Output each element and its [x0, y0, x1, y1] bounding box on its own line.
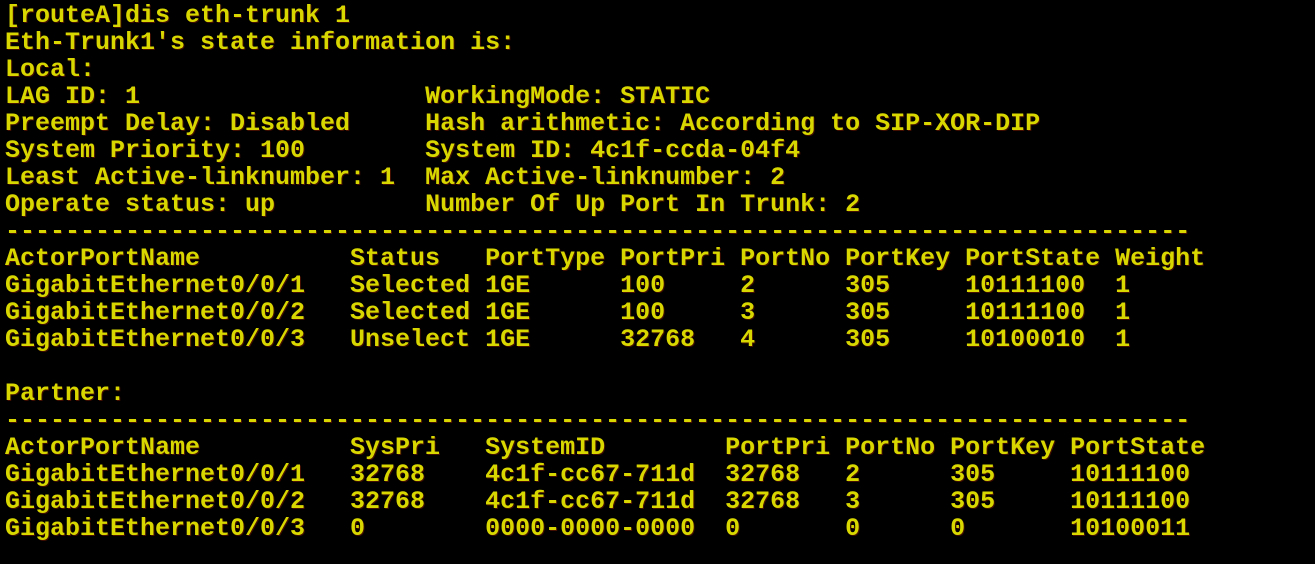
table-row: GigabitEthernet0/0/1 32768 4c1f-cc67-711d 3… — [5, 461, 1315, 488]
cell-portpri: 32768 — [620, 325, 696, 354]
col-header-portno: PortNo — [845, 433, 936, 462]
cell-portkey: 0 — [950, 514, 966, 543]
partner-table-header-row: ActorPortName SysPri SystemID PortPri PortNo… — [5, 434, 1315, 461]
col-header-portpri: PortPri — [620, 244, 726, 273]
cell-portkey: 305 — [845, 298, 891, 327]
table-row: GigabitEthernet0/0/3 0 0000-0000-0000 0 0 0 10… — [5, 515, 1315, 542]
field-least-active-linknumber: Least Active-linknumber: 1 — [5, 163, 396, 192]
cell-portno: 0 — [845, 514, 861, 543]
cell-weight: 1 — [1115, 271, 1131, 300]
command-line: [routeA]dis eth-trunk 1 — [5, 1, 351, 30]
col-header-portkey: PortKey — [950, 433, 1056, 462]
state-info-line: Eth-Trunk1's state information is: — [5, 28, 516, 57]
cell-port-name: GigabitEthernet0/0/2 — [5, 487, 306, 516]
local-table-header-row: ActorPortName Status PortType PortPri PortNo… — [5, 245, 1315, 272]
cell-portpri: 100 — [620, 298, 666, 327]
cell-portpri: 32768 — [725, 487, 801, 516]
local-field-line: Preempt Delay: Disabled Hash arithmetic: … — [5, 110, 1315, 137]
cell-syspri: 32768 — [350, 460, 426, 489]
separator-line: ----------------------------------------… — [5, 217, 1191, 246]
separator-line: ----------------------------------------… — [5, 406, 1191, 435]
cell-portpri: 100 — [620, 271, 666, 300]
cell-portno: 2 — [740, 271, 756, 300]
cell-port-name: GigabitEthernet0/0/2 — [5, 298, 306, 327]
cell-syspri: 32768 — [350, 487, 426, 516]
col-header-actorportname: ActorPortName — [5, 244, 201, 273]
cell-portstate: 10111100 — [965, 298, 1086, 327]
col-header-portstate: PortState — [1070, 433, 1206, 462]
cell-port-name: GigabitEthernet0/0/3 — [5, 514, 306, 543]
col-header-systemid: SystemID — [485, 433, 606, 462]
field-system-priority: System Priority: 100 — [5, 136, 306, 165]
cell-porttype: 1GE — [485, 271, 531, 300]
cell-portno: 3 — [740, 298, 756, 327]
field-hash-arithmetic: Hash arithmetic: According to SIP-XOR-DI… — [425, 109, 1041, 138]
cell-weight: 1 — [1115, 325, 1131, 354]
field-operate-status: Operate status: up — [5, 190, 276, 219]
cell-status: Unselect — [350, 325, 471, 354]
local-field-line: LAG ID: 1 WorkingMode: STATIC — [5, 83, 1315, 110]
col-header-portpri: PortPri — [725, 433, 831, 462]
blank-line — [5, 353, 1315, 380]
col-header-status: Status — [350, 244, 441, 273]
cell-port-name: GigabitEthernet0/0/1 — [5, 271, 306, 300]
local-section-label: Local: — [5, 55, 96, 84]
cell-portstate: 10100011 — [1070, 514, 1191, 543]
col-header-weight: Weight — [1115, 244, 1206, 273]
cell-portno: 4 — [740, 325, 756, 354]
table-row: GigabitEthernet0/0/2 Selected 1GE 100 3 305 10… — [5, 299, 1315, 326]
cell-port-name: GigabitEthernet0/0/1 — [5, 460, 306, 489]
cell-status: Selected — [350, 298, 471, 327]
cell-portstate: 10111100 — [1070, 487, 1191, 516]
local-field-line: Operate status: up Number Of Up Port In T… — [5, 191, 1315, 218]
col-header-portno: PortNo — [740, 244, 831, 273]
table-row: GigabitEthernet0/0/3 Unselect 1GE 32768 4 305… — [5, 326, 1315, 353]
partner-section-label: Partner: — [5, 379, 126, 408]
cell-systemid: 0000-0000-0000 — [485, 514, 696, 543]
local-field-line: Least Active-linknumber: 1 Max Active-lin… — [5, 164, 1315, 191]
cell-portno: 2 — [845, 460, 861, 489]
cell-portpri: 32768 — [725, 460, 801, 489]
col-header-syspri: SysPri — [350, 433, 441, 462]
cell-portno: 3 — [845, 487, 861, 516]
field-lag-id: LAG ID: 1 — [5, 82, 141, 111]
col-header-porttype: PortType — [485, 244, 606, 273]
cell-status: Selected — [350, 271, 471, 300]
cell-portkey: 305 — [845, 325, 891, 354]
cell-porttype: 1GE — [485, 298, 531, 327]
cell-porttype: 1GE — [485, 325, 531, 354]
field-working-mode: WorkingMode: STATIC — [425, 82, 711, 111]
local-field-line: System Priority: 100 System ID: 4c1f-ccda… — [5, 137, 1315, 164]
cell-portpri: 0 — [725, 514, 741, 543]
cell-portstate: 10111100 — [965, 271, 1086, 300]
cell-portkey: 305 — [950, 487, 996, 516]
table-row: GigabitEthernet0/0/2 32768 4c1f-cc67-711d 3… — [5, 488, 1315, 515]
cell-portstate: 10111100 — [1070, 460, 1191, 489]
cell-syspri: 0 — [350, 514, 366, 543]
cell-portstate: 10100010 — [965, 325, 1086, 354]
col-header-portkey: PortKey — [845, 244, 951, 273]
col-header-portstate: PortState — [965, 244, 1101, 273]
field-system-id: System ID: 4c1f-ccda-04f4 — [425, 136, 801, 165]
cell-portkey: 305 — [845, 271, 891, 300]
cell-portkey: 305 — [950, 460, 996, 489]
cell-systemid: 4c1f-cc67-711d — [485, 487, 696, 516]
cell-weight: 1 — [1115, 298, 1131, 327]
cell-port-name: GigabitEthernet0/0/3 — [5, 325, 306, 354]
field-preempt-delay: Preempt Delay: Disabled — [5, 109, 351, 138]
col-header-actorportname: ActorPortName — [5, 433, 201, 462]
cell-systemid: 4c1f-cc67-711d — [485, 460, 696, 489]
field-max-active-linknumber: Max Active-linknumber: 2 — [425, 163, 786, 192]
field-up-port-count: Number Of Up Port In Trunk: 2 — [425, 190, 861, 219]
table-row: GigabitEthernet0/0/1 Selected 1GE 100 2 305 10… — [5, 272, 1315, 299]
